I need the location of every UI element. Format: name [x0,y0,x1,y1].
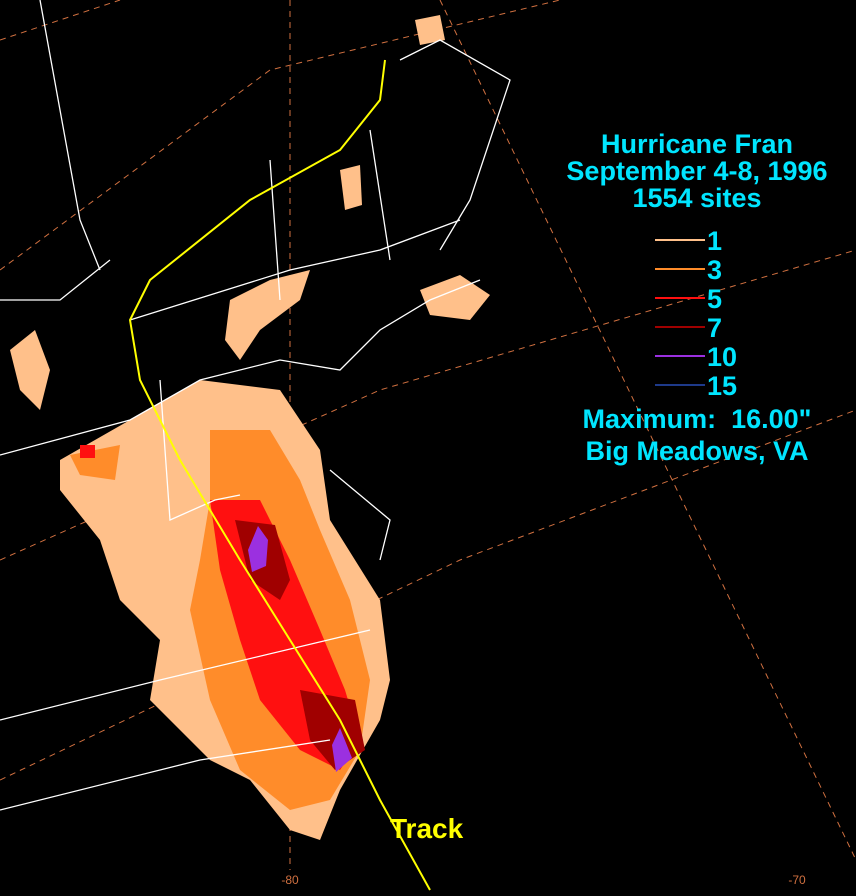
longitude-label: -70 [788,873,806,887]
rain-area [10,330,50,410]
title-sites: 1554 sites [632,183,761,213]
longitude-label: -80 [281,873,299,887]
title-name: Hurricane Fran [601,129,793,159]
legend-label: 1 [707,226,722,256]
maximum-label: Maximum: 16.00" [583,404,812,434]
legend-label: 15 [707,371,737,401]
legend-label: 3 [707,255,722,285]
rain-area [332,728,352,772]
hurricane-track [128,59,431,891]
rain-area [415,15,445,45]
rain-area [80,445,95,458]
rain-area [248,526,268,572]
maximum-location: Big Meadows, VA [585,436,808,466]
track-label: Track [390,813,464,844]
rainfall [10,15,490,840]
legend-label: 5 [707,284,722,314]
rain-area [340,165,362,210]
title-dates: September 4-8, 1996 [566,156,827,186]
legend-label: 7 [707,313,722,343]
boundaries [0,0,511,811]
rain-area [225,270,310,360]
rain-area [420,275,490,320]
legend-label: 10 [707,342,737,372]
graticule [0,0,856,870]
